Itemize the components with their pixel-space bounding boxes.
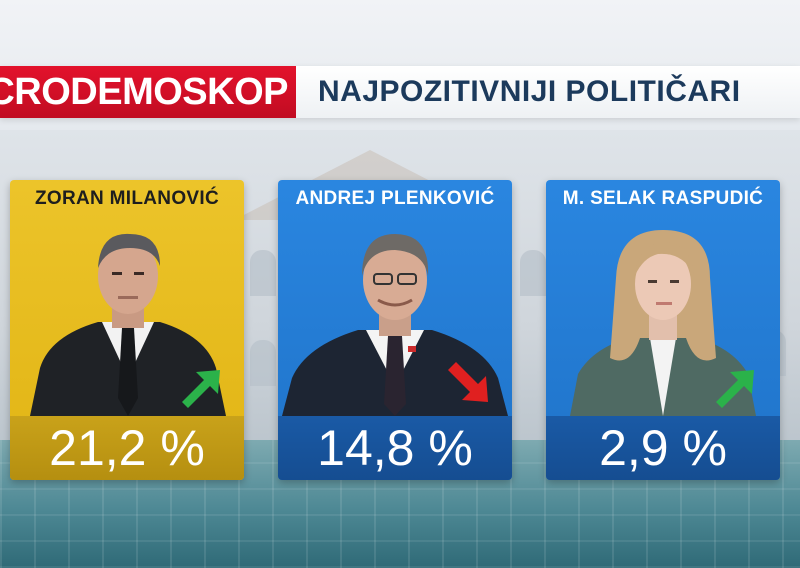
politician-name: ANDREJ PLENKOVIĆ <box>295 188 495 209</box>
arrow-up-right-icon <box>182 370 220 408</box>
politician-percentage: 14,8 % <box>278 416 512 480</box>
arrow-up-right-icon <box>716 370 754 408</box>
politician-percentage: 2,9 % <box>546 416 780 480</box>
background-window <box>250 340 276 386</box>
politician-percentage: 21,2 % <box>10 416 244 480</box>
politician-name: M. SELAK RASPUDIĆ <box>562 188 764 209</box>
page-title: NAJPOZITIVNIJI POLITIČARI <box>318 75 741 108</box>
politician-portrait <box>30 233 226 416</box>
header-bar: CRODEMOSKOP NAJPOZITIVNIJI POLITIČARI <box>0 66 800 118</box>
background-window <box>520 250 546 296</box>
politician-card-milanovic: ZORAN MILANOVIĆ 21,2 % <box>10 180 244 480</box>
arrow-down-right-icon <box>448 362 488 402</box>
politician-card-plenkovic: ANDREJ PLENKOVIĆ 14,8 % <box>278 180 512 480</box>
background-window <box>250 250 276 296</box>
politician-portrait <box>282 234 508 416</box>
brand-logo: CRODEMOSKOP <box>0 66 296 118</box>
politician-portrait <box>570 230 756 416</box>
politician-name: ZORAN MILANOVIĆ <box>35 188 219 209</box>
politician-card-selak-raspudic: M. SELAK RASPUDIĆ 2,9 % <box>546 180 780 480</box>
